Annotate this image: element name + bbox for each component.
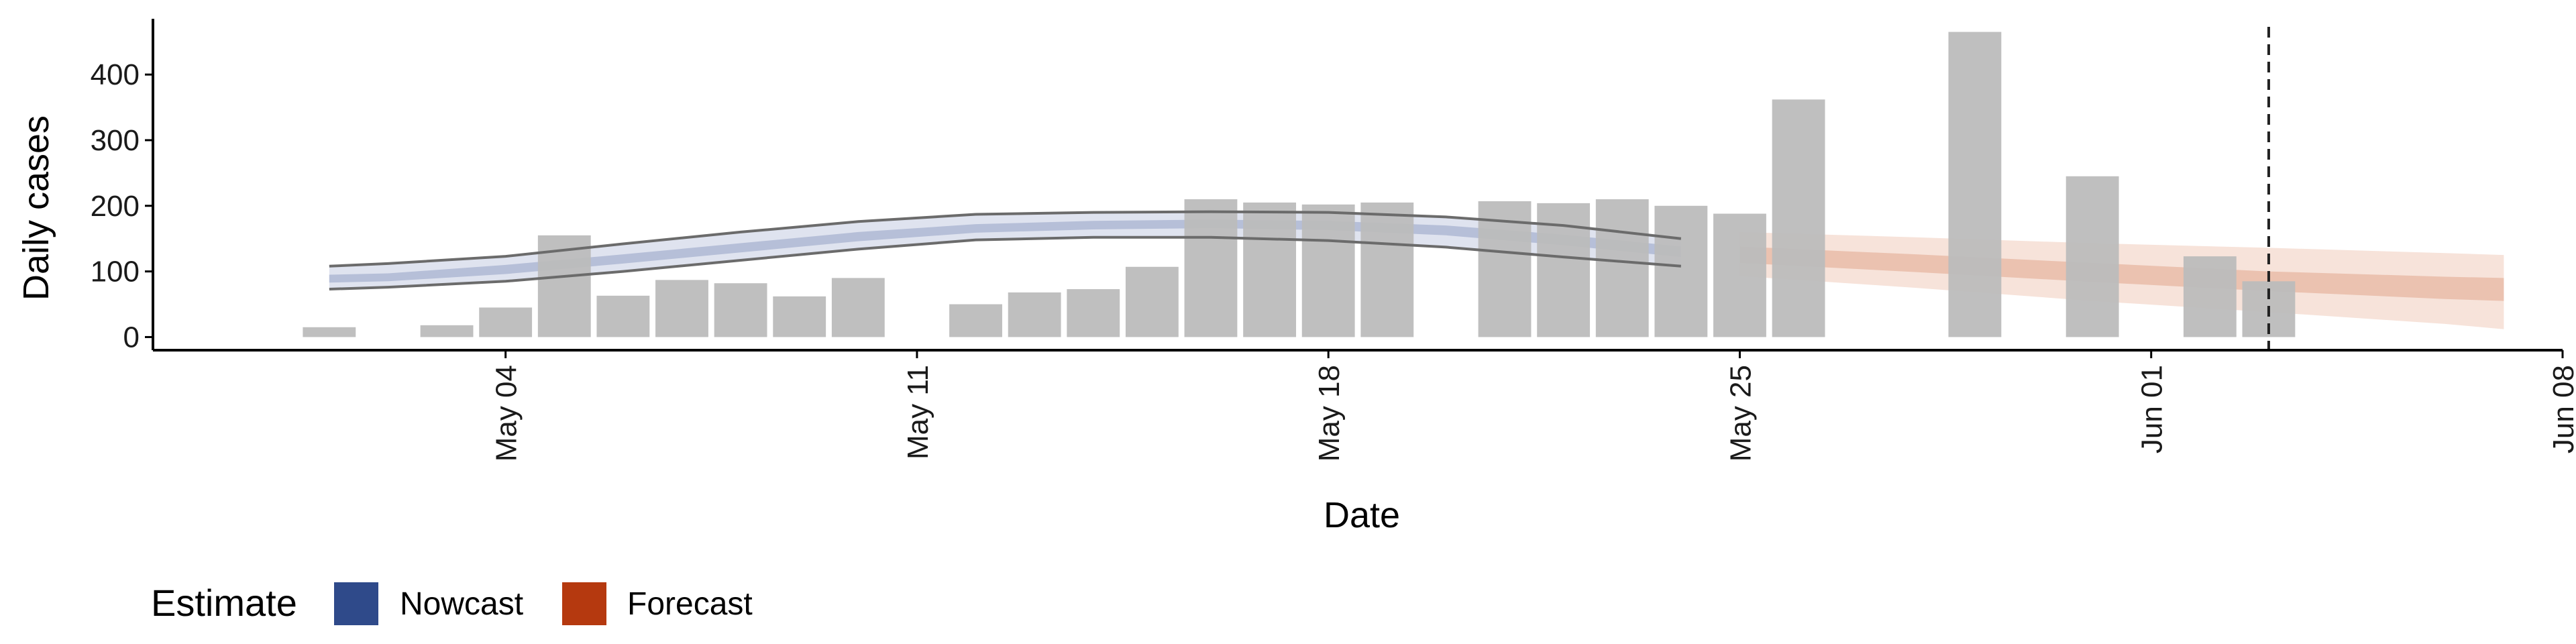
y-tick-label: 400 <box>91 58 140 91</box>
nowcast-band-50 <box>329 219 1681 283</box>
legend-key-forecast <box>562 582 606 625</box>
x-tick-label: May 18 <box>1313 365 1346 462</box>
bar <box>596 295 650 337</box>
bar <box>1301 204 1355 337</box>
bar <box>420 325 474 337</box>
tick-marks: 0 100 200 300 400 May 04 May 11 May 18 May 25 Jun… <box>91 58 2576 462</box>
legend-title: Estimate <box>151 582 297 624</box>
y-tick-label: 100 <box>91 256 140 288</box>
bar <box>2183 256 2237 337</box>
x-tick-label: May 04 <box>490 365 523 462</box>
bar <box>2065 176 2119 337</box>
estimate-bands <box>329 211 2504 329</box>
y-tick-label: 200 <box>91 190 140 223</box>
bar <box>1067 289 1120 337</box>
legend-label-nowcast: Nowcast <box>400 586 523 622</box>
bar <box>655 280 708 337</box>
bar <box>714 283 767 337</box>
x-axis-title: Date <box>1324 495 1400 535</box>
bar <box>1948 32 2002 337</box>
x-tick-label: Jun 01 <box>2136 365 2169 453</box>
bar <box>1595 199 1649 337</box>
y-tick-label: 0 <box>123 321 140 354</box>
bar <box>1654 205 1708 337</box>
y-axis-title: Daily cases <box>16 115 56 301</box>
bar <box>1478 201 1532 337</box>
observed-bars <box>303 32 2296 337</box>
bar <box>1360 202 1414 337</box>
x-tick-label: May 11 <box>902 365 934 460</box>
bar <box>1008 292 1061 337</box>
x-tick-label: Jun 08 <box>2547 365 2576 453</box>
bar <box>1243 202 1297 337</box>
legend: Estimate Nowcast Forecast <box>151 582 753 625</box>
bar <box>831 278 885 337</box>
bar <box>949 304 1002 337</box>
legend-key-nowcast <box>334 582 378 625</box>
bar <box>303 327 356 337</box>
nowcast-outline <box>329 210 1682 291</box>
bar <box>773 296 826 337</box>
forecast-band-50 <box>1739 246 2504 301</box>
nowcast-outline-lower-90 <box>329 235 1682 291</box>
bar <box>479 307 533 337</box>
bar <box>1125 266 1179 337</box>
x-tick-label: May 25 <box>1724 365 1757 462</box>
legend-label-forecast: Forecast <box>627 586 753 622</box>
bar <box>1772 99 1825 337</box>
nowcast-outline-upper-90 <box>329 210 1682 268</box>
bar <box>1184 199 1238 337</box>
y-tick-label: 300 <box>91 124 140 157</box>
bar <box>1713 213 1766 337</box>
